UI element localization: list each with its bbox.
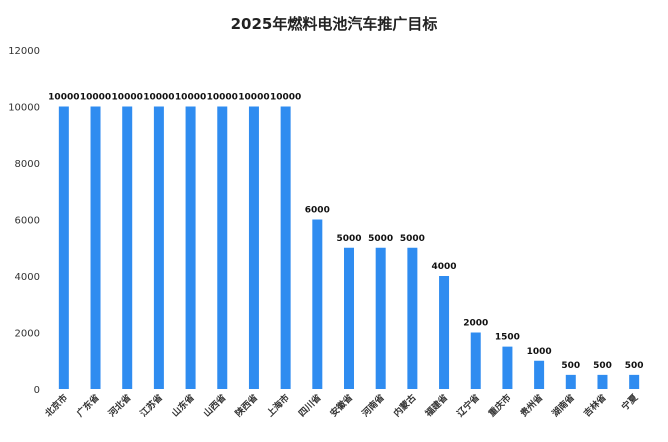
bars — [58, 106, 640, 389]
bar — [312, 219, 323, 389]
bar — [597, 374, 608, 389]
data-labels: 10000 10000 10000 10000 10000 10000 10000 10000… — [48, 93, 643, 371]
chart-title: 2025年燃料电池汽车推广目标 — [231, 15, 438, 33]
y-tick-label: 12000 — [8, 46, 40, 57]
x-tick-label: 贵州省 — [518, 392, 546, 420]
bar — [534, 360, 545, 389]
data-label: 10000 — [143, 93, 174, 103]
x-tick-label: 重庆市 — [486, 392, 514, 420]
x-tick-label: 安徽省 — [328, 392, 356, 420]
data-label: 1000 — [527, 347, 552, 357]
data-label: 1500 — [495, 333, 520, 343]
x-tick-label: 四川省 — [296, 392, 324, 420]
x-tick-label: 北京市 — [42, 392, 70, 420]
bar — [565, 374, 576, 389]
x-tick-label: 山东省 — [169, 392, 197, 420]
bar — [248, 106, 259, 389]
data-label: 5000 — [400, 234, 425, 244]
bar — [470, 332, 481, 389]
bar — [217, 106, 228, 389]
bar — [629, 374, 640, 389]
bar — [153, 106, 164, 389]
data-label: 10000 — [238, 93, 269, 103]
bar — [122, 106, 133, 389]
data-label: 2000 — [463, 319, 488, 329]
data-label: 10000 — [270, 93, 301, 103]
bar — [502, 346, 513, 389]
x-tick-label: 福建省 — [422, 392, 450, 420]
y-axis: 0 2000 4000 6000 8000 10000 12000 — [8, 46, 40, 396]
y-tick-label: 2000 — [15, 329, 40, 340]
x-tick-label: 辽宁省 — [454, 392, 482, 420]
x-tick-label: 湖南省 — [549, 392, 577, 420]
x-tick-label: 江苏省 — [137, 392, 165, 420]
x-tick-label: 宁夏 — [619, 391, 641, 413]
bar — [280, 106, 291, 389]
y-tick-label: 0 — [34, 385, 40, 396]
data-label: 10000 — [112, 93, 143, 103]
bar — [375, 247, 386, 389]
bar — [185, 106, 196, 389]
bar — [439, 276, 450, 389]
data-label: 10000 — [48, 93, 79, 103]
data-label: 6000 — [305, 206, 330, 216]
bar — [58, 106, 69, 389]
data-label: 500 — [625, 361, 644, 371]
x-tick-label: 河北省 — [106, 392, 134, 420]
bar — [344, 247, 354, 389]
x-axis: 北京市 广东省 河北省 江苏省 山东省 山西省 陕西省 上海市 四川省 安徽省 河南省 内蒙古 福建省辽… — [42, 391, 641, 420]
data-label: 500 — [593, 361, 612, 371]
x-tick-label: 陕西省 — [232, 392, 260, 420]
x-tick-label: 上海市 — [264, 392, 292, 420]
x-tick-label: 河南省 — [359, 392, 387, 420]
y-tick-label: 6000 — [15, 216, 40, 227]
bar — [90, 106, 101, 389]
data-label: 10000 — [175, 93, 206, 103]
y-tick-label: 8000 — [15, 159, 40, 170]
bar — [407, 247, 418, 389]
y-tick-label: 4000 — [15, 272, 40, 283]
x-tick-label: 内蒙古 — [391, 392, 419, 420]
data-label: 5000 — [336, 234, 361, 244]
data-label: 5000 — [368, 234, 393, 244]
x-tick-label: 山西省 — [201, 392, 229, 420]
data-label: 10000 — [207, 93, 238, 103]
x-tick-label: 广东省 — [74, 392, 102, 420]
y-tick-label: 10000 — [8, 103, 40, 114]
data-label: 500 — [561, 361, 580, 371]
data-label: 4000 — [432, 262, 457, 272]
x-tick-label: 吉林省 — [581, 392, 609, 420]
data-label: 10000 — [80, 93, 111, 103]
